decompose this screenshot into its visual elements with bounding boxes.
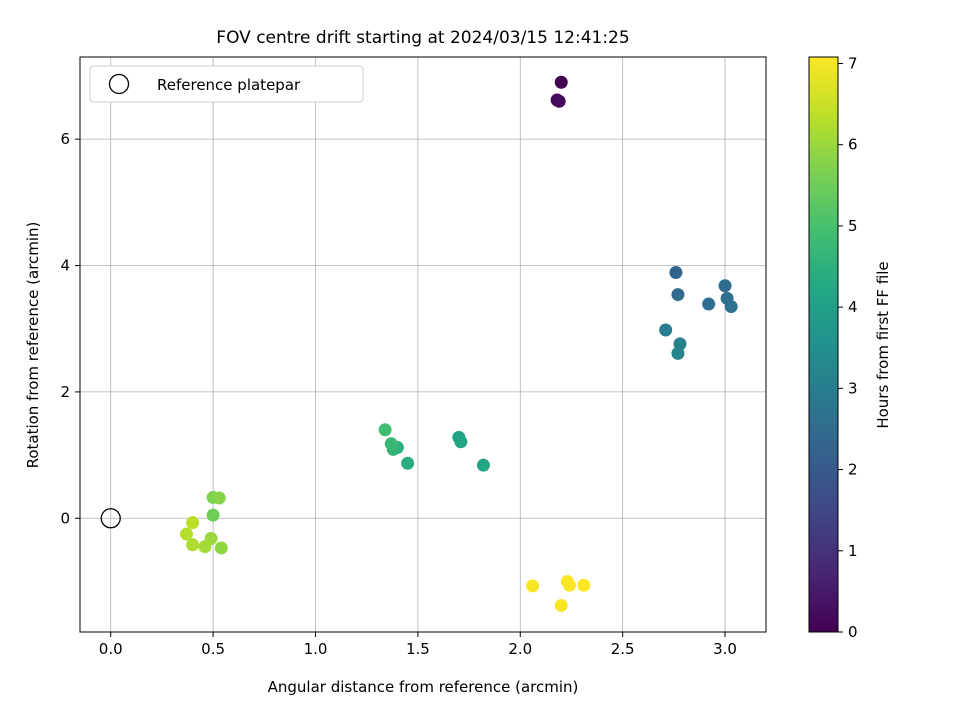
y-axis-ticks: 0 2 4 6: [60, 130, 80, 527]
data-point: [198, 540, 212, 554]
data-point: [179, 527, 193, 541]
data-point: [702, 297, 716, 311]
chart-title: FOV centre drift starting at 2024/03/15 …: [216, 28, 629, 48]
y-tick-label: 0: [60, 509, 70, 527]
reference-marker: [100, 508, 121, 529]
data-point: [401, 456, 415, 470]
colorbar-tick-label: 4: [848, 298, 858, 316]
colorbar-tick-label: 0: [848, 623, 858, 641]
data-point: [454, 435, 468, 449]
data-point: [384, 437, 398, 451]
x-axis-ticks: 0.0 0.5 1.0 1.5 2.0 2.5 3.0: [99, 632, 737, 658]
data-points: [179, 75, 738, 612]
data-point: [186, 516, 200, 530]
legend-marker-icon: [108, 73, 130, 95]
x-tick-label: 2.0: [508, 640, 532, 658]
y-tick-label: 2: [60, 383, 70, 401]
x-axis-label: Angular distance from reference (arcmin): [268, 678, 579, 696]
data-point: [671, 346, 685, 360]
data-point: [476, 458, 490, 472]
data-point: [554, 598, 568, 612]
data-point: [724, 300, 738, 314]
colorbar-tick-label: 5: [848, 217, 858, 235]
y-axis-label: Rotation from reference (arcmin): [24, 222, 42, 469]
y-tick-label: 6: [60, 130, 70, 148]
colorbar-tick-label: 1: [848, 542, 858, 560]
data-point: [206, 508, 220, 522]
legend-entry-reference-platepar: Reference platepar: [157, 76, 301, 94]
legend: Reference platepar: [89, 65, 364, 103]
data-point: [577, 578, 591, 592]
data-point: [214, 541, 228, 555]
data-point: [718, 279, 732, 293]
x-tick-label: 3.0: [713, 640, 737, 658]
colorbar: 0 1 2 3 4 5 6 7 Hours from first FF file: [808, 54, 892, 641]
y-tick-label: 4: [60, 257, 70, 275]
x-tick-label: 2.5: [611, 640, 635, 658]
colorbar-gradient: [808, 56, 839, 633]
grid-lines: [80, 57, 766, 632]
data-point: [554, 75, 568, 89]
colorbar-ticks: 0 1 2 3 4 5 6 7: [838, 54, 858, 641]
x-tick-label: 1.0: [304, 640, 328, 658]
colorbar-tick-label: 6: [848, 136, 858, 154]
colorbar-tick-label: 7: [848, 54, 858, 72]
data-point: [562, 578, 576, 592]
x-tick-label: 0.5: [201, 640, 225, 658]
data-point: [212, 491, 226, 505]
x-tick-label: 0.0: [99, 640, 123, 658]
data-point: [659, 323, 673, 337]
data-point: [186, 538, 200, 552]
legend-box: [89, 65, 364, 103]
data-point: [526, 579, 540, 593]
data-point: [378, 423, 392, 437]
data-point: [671, 288, 685, 302]
data-point: [552, 94, 566, 108]
colorbar-tick-label: 3: [848, 379, 858, 397]
colorbar-label: Hours from first FF file: [874, 261, 892, 428]
x-tick-label: 1.5: [406, 640, 430, 658]
colorbar-tick-label: 2: [848, 461, 858, 479]
plot-frame: [79, 56, 767, 633]
data-point: [669, 265, 683, 279]
